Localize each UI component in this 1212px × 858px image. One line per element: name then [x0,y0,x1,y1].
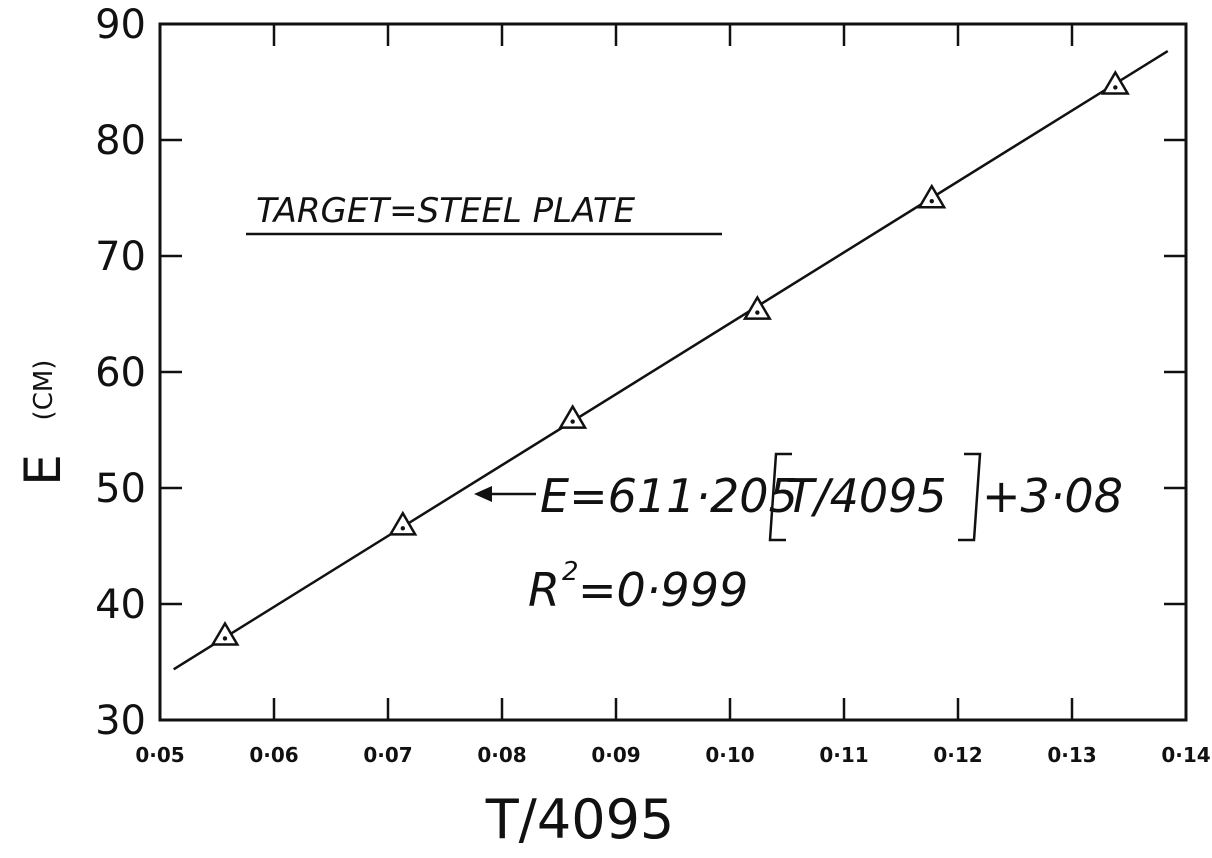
equation-bracket-content: T/4095 [786,469,947,523]
data-point-dot [929,198,934,204]
data-point-triangle [742,295,772,320]
x-tick-label: 0·07 [363,743,412,767]
x-axis-label: T/4095 [485,788,675,851]
y-tick-label: 70 [95,234,146,280]
target-annotation: TARGET=STEEL PLATE [256,191,636,231]
data-point-dot [570,419,575,424]
x-tick-label: 0·11 [819,743,868,767]
equation-left-bracket [768,452,792,542]
equation-text: E=611·205 [540,469,798,523]
equation-annotation: E=611·205 T/4095 +3·08 [474,452,1123,542]
equation-right-bracket [958,452,982,542]
y-tick-label: 50 [95,466,146,512]
data-point-triangle [210,621,240,646]
r-squared-annotation: R 2 =0·999 [528,557,748,617]
x-tick-label: 0·12 [933,743,982,767]
data-markers [210,70,1130,646]
y-axis-label: E (CM) [14,360,72,486]
x-tick-labels: 0·05 0·06 0·07 0·08 0·09 0·10 0·11 0·12 0·13 0·14 [135,743,1210,767]
y-tick-labels: 30 40 50 60 70 80 90 [95,2,146,744]
arrow-head [474,486,492,502]
data-point-dot [400,526,406,531]
y-tick-label: 30 [95,698,146,744]
r2-prefix: R [528,563,560,617]
x-tick-label: 0·05 [135,743,184,767]
x-tick-label: 0·08 [477,743,526,767]
x-tick-label: 0·06 [249,743,298,767]
x-tick-label: 0·14 [1161,743,1210,767]
y-tick-label: 40 [95,582,146,628]
data-point-triangle [917,183,947,209]
y-axis-label-unit: (CM) [29,360,59,421]
data-point-triangle [558,404,588,429]
x-tick-label: 0·13 [1047,743,1096,767]
y-tick-label: 80 [95,118,146,164]
data-point-dot [755,310,760,315]
x-tick-label: 0·10 [705,743,754,767]
y-tick-label: 60 [95,350,146,396]
axis-ticks [160,24,1186,720]
data-point-triangle [388,510,418,536]
r2-value: =0·999 [578,563,748,617]
x-tick-label: 0·09 [591,743,640,767]
data-point-dot [222,636,228,641]
data-point-dot [1113,85,1118,90]
y-tick-label: 90 [95,2,146,48]
y-axis-label-main: E [14,454,72,486]
fit-line [173,49,1169,671]
data-point-triangle [1100,70,1130,95]
equation-tail: +3·08 [982,469,1123,523]
r2-superscript: 2 [562,557,579,587]
